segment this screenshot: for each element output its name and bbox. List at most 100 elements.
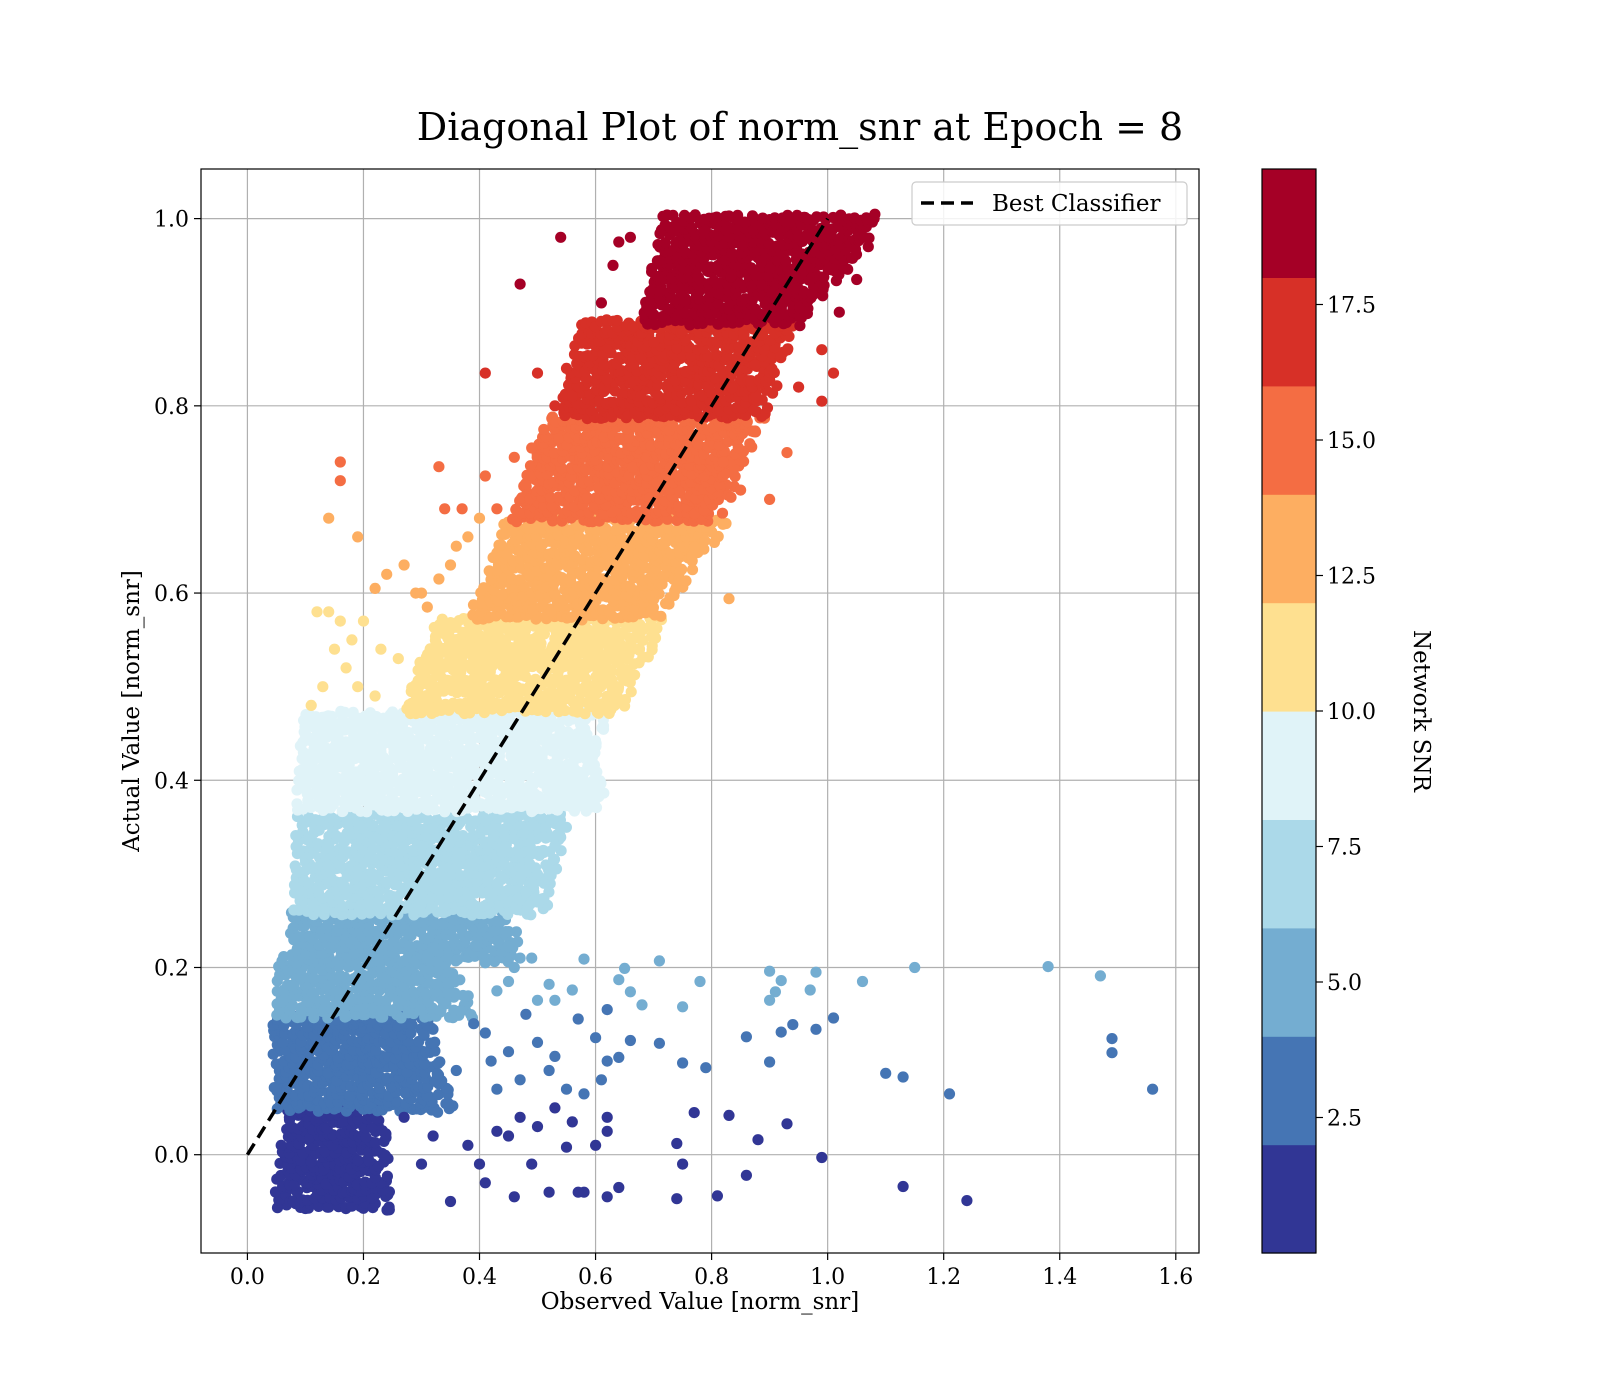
data-point [347, 1044, 359, 1056]
data-point [381, 1170, 393, 1182]
data-point [363, 1155, 375, 1167]
data-point [386, 901, 398, 913]
data-point [496, 589, 508, 601]
data-point [330, 830, 342, 842]
data-point [503, 926, 515, 938]
data-point [582, 736, 594, 748]
data-point [442, 966, 454, 979]
data-point [388, 846, 401, 858]
data-point [431, 1068, 443, 1080]
data-point [699, 535, 711, 547]
data-point [417, 1028, 430, 1040]
data-point [716, 507, 729, 519]
data-point [491, 915, 503, 927]
data-point [372, 1160, 385, 1172]
data-point [500, 839, 512, 851]
data-point [401, 1066, 413, 1078]
data-point [530, 743, 542, 755]
data-point [744, 438, 756, 450]
data-point [442, 1097, 454, 1109]
data-point [295, 1004, 308, 1016]
data-point [529, 862, 542, 874]
data-point [432, 1088, 445, 1101]
data-point [373, 1082, 386, 1094]
data-point [544, 813, 557, 825]
data-point [418, 1058, 430, 1070]
data-point [597, 720, 610, 732]
data-point [279, 1028, 291, 1040]
data-point [454, 1005, 467, 1017]
data-point [688, 541, 701, 554]
data-point [291, 798, 303, 810]
data-point [275, 1139, 287, 1151]
band-point-group [291, 705, 610, 818]
data-point [352, 1155, 364, 1167]
data-point [323, 1201, 335, 1213]
data-point [268, 1082, 280, 1094]
data-point [470, 900, 482, 912]
data-point [625, 582, 637, 594]
data-point [412, 823, 424, 835]
data-point [495, 870, 507, 882]
data-point [649, 632, 662, 644]
data-point [288, 1179, 300, 1191]
data-point [725, 491, 737, 503]
data-point [319, 1146, 331, 1158]
data-point [717, 518, 729, 530]
data-point [378, 751, 390, 764]
data-point [448, 932, 460, 945]
band-point-group [401, 612, 668, 720]
data-point [426, 1037, 438, 1049]
data-point [289, 860, 301, 872]
data-point [377, 1011, 389, 1023]
band-point-group [288, 808, 573, 921]
data-point [373, 901, 385, 913]
band-point-group [557, 314, 799, 425]
data-point [424, 963, 436, 975]
plot-area: 0.0 0.2 0.4 0.6 0.8 1.0 1.2 1.4 1.6 0.00.20.40.6… [154, 168, 1200, 1290]
data-point [367, 843, 379, 855]
data-point [495, 539, 507, 551]
data-point [422, 764, 434, 777]
data-point [341, 1010, 353, 1022]
band-point-group [285, 903, 524, 968]
chart-title: Diagonal Plot of norm_snr at Epoch = 8 [417, 105, 1183, 150]
band-point-group [267, 1007, 459, 1118]
data-point [502, 940, 514, 952]
data-point [322, 1067, 334, 1079]
data-point [369, 1137, 381, 1149]
data-point [625, 686, 637, 698]
data-point [312, 838, 324, 850]
data-point [366, 868, 378, 880]
data-point [395, 860, 407, 872]
data-point [339, 971, 351, 984]
data-point [367, 820, 379, 832]
band-point-group [269, 1099, 395, 1216]
data-point [360, 1131, 372, 1143]
data-point [749, 425, 761, 437]
data-point [383, 1201, 395, 1213]
data-point [544, 831, 556, 843]
data-point [624, 676, 636, 688]
data-point [483, 885, 496, 897]
data-point [366, 1122, 378, 1134]
data-point [331, 955, 344, 968]
data-point [326, 812, 338, 824]
data-point [511, 936, 524, 948]
data-point [420, 988, 432, 1000]
data-point [373, 994, 385, 1006]
data-point [379, 1149, 391, 1161]
data-point [391, 1096, 403, 1108]
data-point [465, 1009, 477, 1021]
scatter-points [267, 208, 1159, 1216]
data-point [588, 759, 601, 771]
data-point [432, 1106, 444, 1118]
data-point [432, 955, 444, 968]
data-point [277, 1037, 289, 1049]
data-point [335, 860, 347, 872]
data-point [490, 924, 502, 937]
data-point [627, 461, 639, 473]
data-point [468, 743, 480, 755]
data-point [564, 574, 576, 586]
